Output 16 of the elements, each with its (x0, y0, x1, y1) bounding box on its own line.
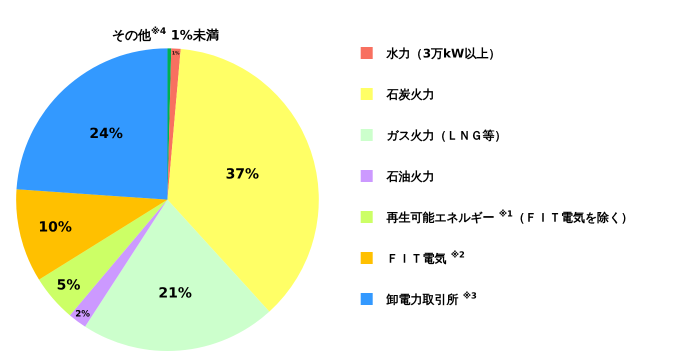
legend-label: 再生可能エネルギー $^{※1}$（ＦＩＴ電気を除く） (386, 208, 633, 225)
legend-label: ＦＩＴ電気 $^{※2}$ (386, 250, 466, 266)
text: その他$^{※4}$ 1%未満 (112, 26, 219, 44)
legend-label: 水力（3万kW以上） (386, 46, 500, 61)
data-label: 24% (89, 126, 123, 142)
pie-slice (16, 189, 168, 280)
pie-slice (16, 48, 168, 200)
data-label: 10% (38, 220, 72, 236)
data-label: 21% (158, 285, 192, 302)
data-label: 37% (226, 166, 260, 182)
legend-label: 石油火力 (386, 170, 435, 184)
legend-label: ガス火力（ＬＮＧ等） (386, 128, 507, 143)
data-label: 2% (75, 310, 90, 320)
legend-label: 卸電力取引所 $^{※3}$ (386, 290, 478, 307)
legend-label: 石炭火力 (386, 88, 435, 102)
data-label: 5% (56, 277, 80, 294)
